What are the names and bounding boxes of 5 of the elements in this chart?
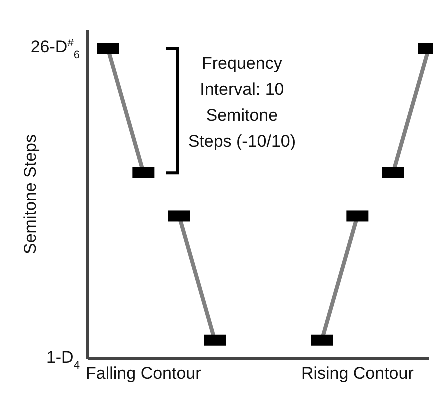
- x-tick-label: Falling Contour: [86, 364, 202, 384]
- text: 1-D$_{4}$: [46, 348, 80, 372]
- y-axis-title: Semitone Steps: [21, 134, 40, 254]
- annotation: Frequency Interval: 10 Semitone Steps (-10/10): [187, 52, 298, 153]
- x-tick-label: Rising Contour: [301, 364, 414, 384]
